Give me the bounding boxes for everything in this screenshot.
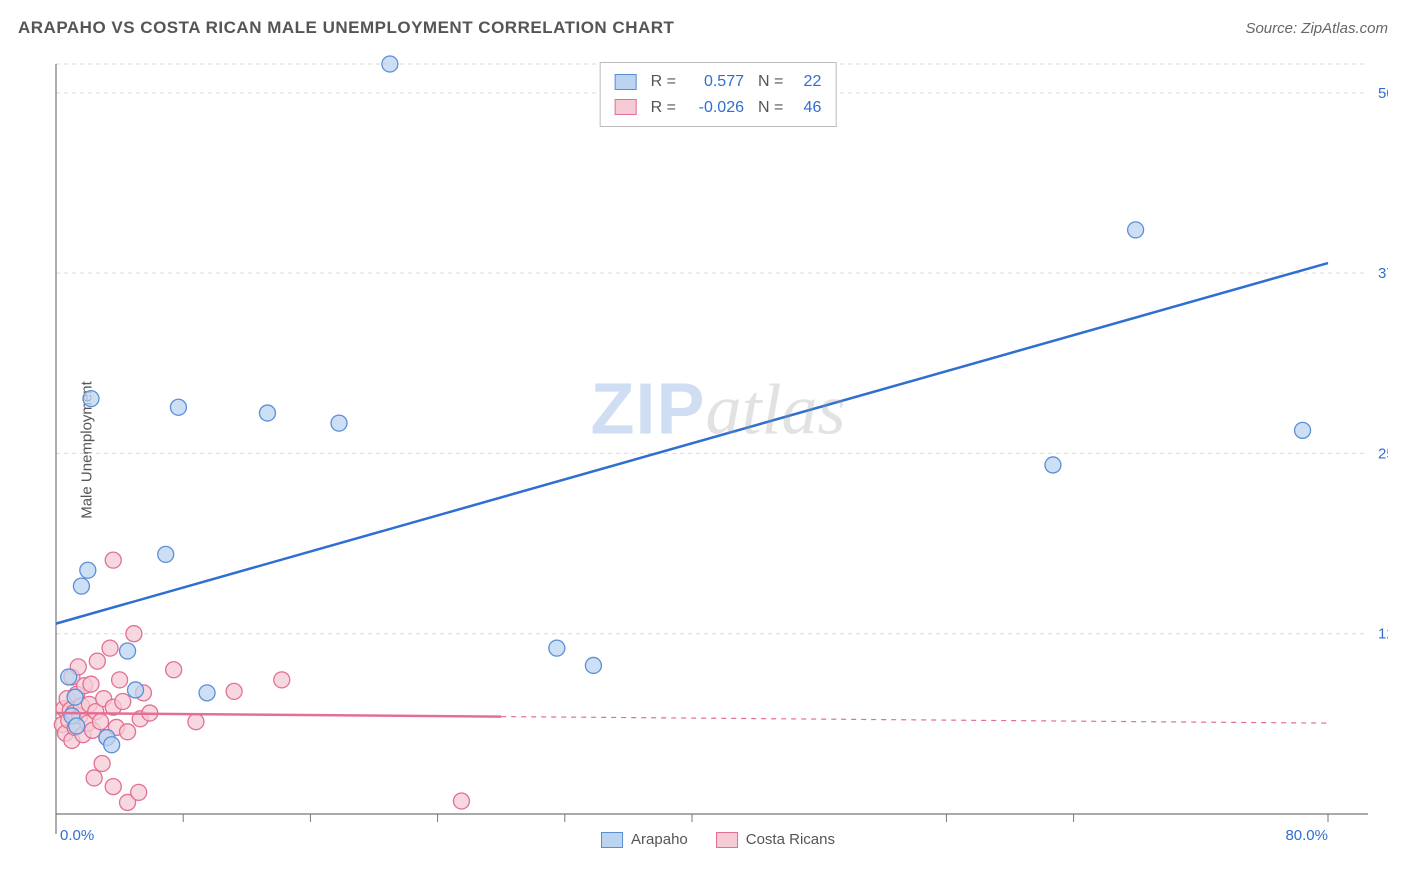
correlation-stats-box: R = 0.577 N = 22 R = -0.026 N = 46: [600, 62, 837, 127]
svg-text:80.0%: 80.0%: [1285, 827, 1328, 844]
legend-item-costa-ricans: Costa Ricans: [716, 831, 835, 848]
svg-text:37.5%: 37.5%: [1378, 265, 1388, 282]
swatch-arapaho: [601, 832, 623, 848]
chart-area: Male Unemployment 12.5%25.0%37.5%50.0%0.…: [48, 54, 1388, 846]
r-label: R =: [651, 95, 676, 121]
n-value-arapaho: 22: [793, 69, 821, 95]
svg-text:25.0%: 25.0%: [1378, 445, 1388, 462]
svg-text:12.5%: 12.5%: [1378, 626, 1388, 643]
chart-header: ARAPAHO VS COSTA RICAN MALE UNEMPLOYMENT…: [18, 18, 1388, 38]
stats-row-costa-ricans: R = -0.026 N = 46: [615, 95, 822, 121]
chart-title: ARAPAHO VS COSTA RICAN MALE UNEMPLOYMENT…: [18, 18, 674, 38]
swatch-costa-ricans: [716, 832, 738, 848]
swatch-arapaho: [615, 74, 637, 90]
swatch-costa-ricans: [615, 99, 637, 115]
n-label: N =: [758, 95, 783, 121]
scatter-plot: 12.5% 25.0% 37.5% 50.0% 0.0% 80.0%: [48, 54, 1388, 846]
r-label: R =: [651, 69, 676, 95]
n-label: N =: [758, 69, 783, 95]
svg-text:50.0%: 50.0%: [1378, 85, 1388, 102]
svg-text:0.0%: 0.0%: [60, 827, 94, 844]
source-attribution: Source: ZipAtlas.com: [1245, 20, 1388, 37]
legend-label-arapaho: Arapaho: [631, 831, 688, 848]
r-value-arapaho: 0.577: [686, 69, 744, 95]
legend-item-arapaho: Arapaho: [601, 831, 688, 848]
r-value-costa-ricans: -0.026: [686, 95, 744, 121]
legend: Arapaho Costa Ricans: [601, 831, 835, 848]
legend-label-costa-ricans: Costa Ricans: [746, 831, 835, 848]
stats-row-arapaho: R = 0.577 N = 22: [615, 69, 822, 95]
n-value-costa-ricans: 46: [793, 95, 821, 121]
